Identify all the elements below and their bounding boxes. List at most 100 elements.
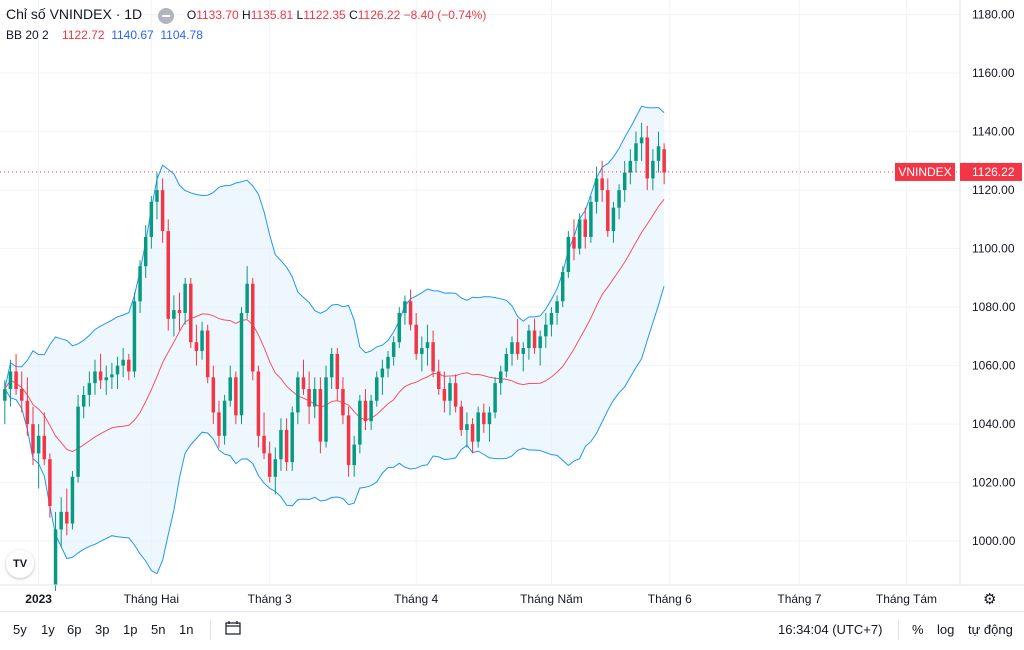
candle [121, 359, 125, 366]
y-tick-label: 1060.00 [972, 359, 1016, 373]
percent-toggle[interactable]: % [912, 622, 924, 637]
last-price-tag [960, 162, 1022, 181]
candle [14, 371, 18, 390]
candle [301, 377, 306, 390]
x-tick-label: Tháng 6 [648, 592, 692, 606]
bb-band-fill [4, 106, 665, 574]
candle [93, 371, 97, 384]
eye-icon[interactable] [157, 7, 174, 24]
candle [217, 412, 221, 436]
candle [262, 435, 266, 454]
gear-icon[interactable]: ⚙ [983, 591, 997, 608]
calendar-range-icon[interactable] [225, 621, 241, 635]
divider [898, 620, 899, 640]
y-tick-label: 1140.00 [972, 125, 1015, 139]
candle [8, 371, 13, 390]
candle [358, 400, 362, 445]
tradingview-logo-icon[interactable]: TV [6, 550, 34, 578]
candle [183, 283, 187, 313]
candle [572, 236, 576, 249]
candle [194, 342, 199, 351]
candle [549, 312, 554, 325]
candle [65, 511, 69, 524]
y-tick-label: 1020.00 [972, 476, 1016, 490]
close-label: C [349, 8, 358, 22]
range-1y[interactable]: 1y [41, 622, 55, 637]
candle [81, 394, 86, 407]
range-3p[interactable]: 3p [95, 622, 110, 637]
close-value: 1126.22 [357, 8, 401, 22]
x-tick-label: Tháng Hai [124, 592, 179, 606]
candle [110, 374, 114, 378]
candle [634, 143, 638, 161]
candle [538, 336, 542, 349]
candle [527, 330, 531, 349]
range-5y[interactable]: 5y [13, 622, 27, 637]
symbol-title[interactable]: Chỉ số VNINDEX · 1D [6, 6, 143, 22]
candle [617, 190, 621, 208]
x-tick-label: Tháng Tám [876, 592, 937, 606]
bb-legend[interactable]: BB 20 2 1122.72 1140.67 1104.78 [6, 28, 203, 42]
x-tick-label: Tháng 7 [777, 592, 821, 606]
ohlc-legend: Chỉ số VNINDEX · 1D O1133.70 H1135.81 L1… [6, 6, 486, 24]
bb-upper-value: 1140.67 [111, 28, 154, 42]
candle [594, 178, 599, 202]
divider [210, 620, 211, 640]
candle [442, 389, 447, 401]
high-label: H [242, 8, 251, 22]
candle [245, 283, 249, 313]
candle [504, 353, 509, 372]
candle [380, 368, 385, 378]
candle [48, 459, 52, 507]
candle [273, 459, 278, 477]
candle [251, 283, 255, 372]
bb-label: BB 20 2 [6, 28, 49, 42]
candle [662, 149, 666, 173]
candle [31, 424, 35, 454]
candle [36, 435, 41, 454]
candle [386, 356, 390, 369]
candle [453, 383, 458, 407]
candle [425, 342, 430, 349]
candle [420, 348, 424, 354]
candle [555, 301, 559, 313]
candle [132, 301, 137, 372]
candle [70, 476, 75, 524]
candle [290, 412, 294, 463]
candle [19, 389, 24, 401]
candle [521, 348, 526, 354]
candle [313, 389, 317, 407]
candle [577, 219, 582, 249]
candle [459, 406, 464, 430]
high-value: 1135.81 [250, 8, 294, 22]
candle [498, 371, 503, 384]
last-price-value: 1126.22 [972, 165, 1015, 179]
bb-basis-value: 1122.72 [62, 28, 105, 42]
candle [267, 453, 272, 477]
open-value: 1133.70 [196, 8, 239, 22]
candle [397, 312, 402, 343]
candle [104, 377, 108, 381]
clock-time[interactable]: 16:34:04 (UTC+7) [778, 622, 883, 637]
low-value: 1122.35 [303, 8, 346, 22]
range-1n[interactable]: 1n [179, 622, 194, 637]
candle [493, 383, 497, 413]
candle [510, 342, 514, 354]
y-tick-label: 1080.00 [972, 300, 1016, 314]
auto-scale-toggle[interactable]: tự động [968, 622, 1013, 637]
range-5n[interactable]: 5n [151, 622, 166, 637]
candle [639, 137, 644, 144]
symbol-tag [895, 162, 955, 181]
range-1p[interactable]: 1p [123, 622, 138, 637]
x-tick-label: Tháng 4 [394, 592, 438, 606]
candle [166, 231, 170, 319]
symbol-tag-label: VNINDEX [898, 165, 951, 179]
range-6p[interactable]: 6p [67, 622, 82, 637]
candle [470, 424, 475, 442]
log-toggle[interactable]: log [937, 622, 955, 637]
bb-lower-value: 1104.78 [160, 28, 203, 42]
candle [53, 529, 58, 585]
candle [296, 377, 300, 413]
candle [279, 429, 283, 460]
candlestick-chart[interactable]: 1000.00 1020.00 1040.00 1060.00 1080.00 1100.… [0, 0, 1024, 611]
